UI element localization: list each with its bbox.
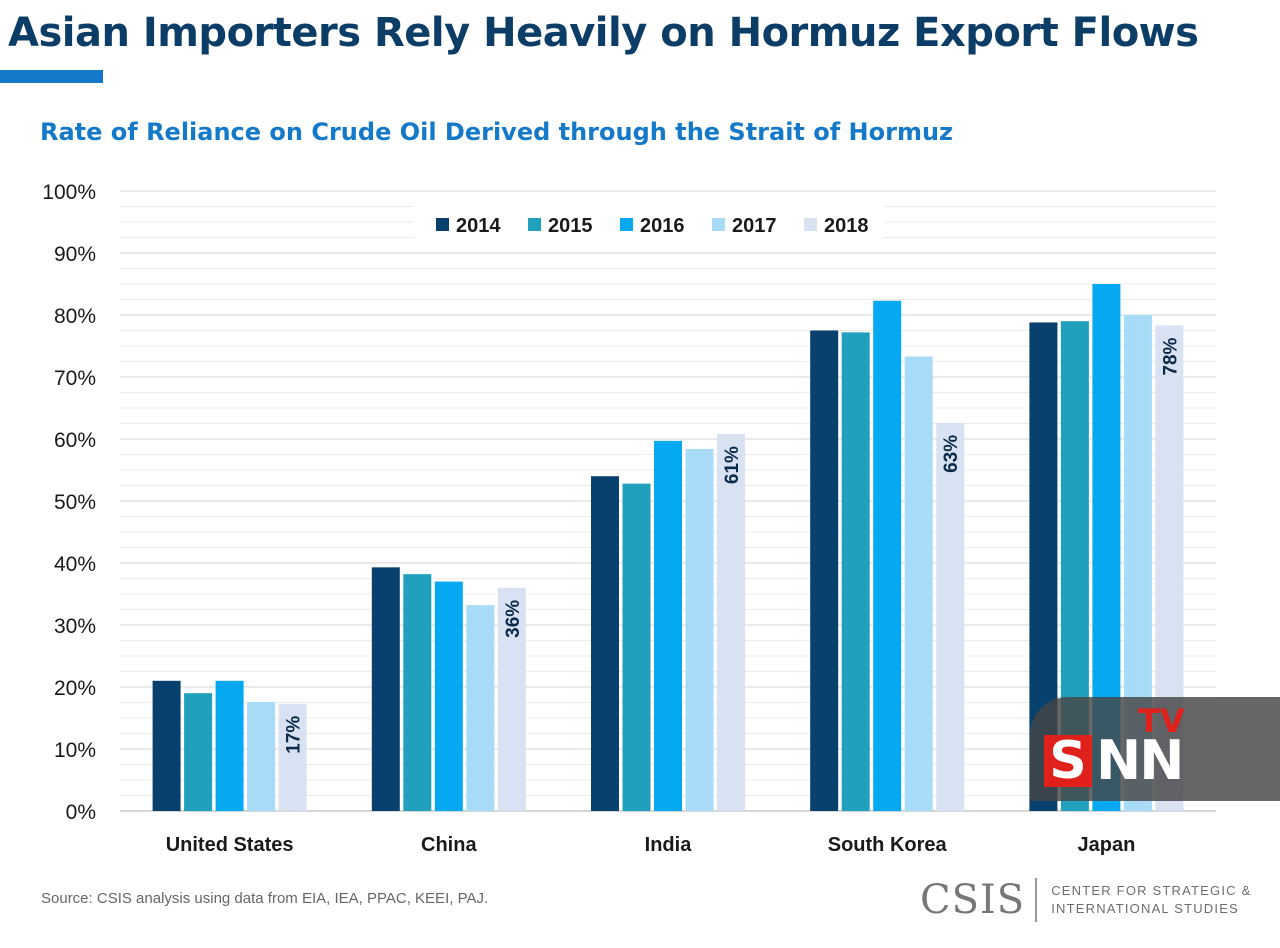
x-tick-label: United States bbox=[166, 834, 294, 856]
legend-label: 2018 bbox=[824, 215, 869, 237]
bar-united-states-2015 bbox=[184, 693, 213, 811]
bar-india-2015 bbox=[622, 483, 651, 811]
snn-logo-s: S bbox=[1044, 735, 1092, 787]
bar-united-states-2018 bbox=[278, 703, 307, 811]
bar-china-2014 bbox=[371, 567, 400, 811]
bar-china-2018 bbox=[497, 587, 526, 811]
y-tick-label: 100% bbox=[42, 181, 96, 204]
chart-subtitle: Rate of Reliance on Crude Oil Derived th… bbox=[40, 118, 954, 146]
legend-swatch bbox=[712, 218, 725, 231]
x-tick-label: China bbox=[421, 834, 477, 856]
bar-south-korea-2015 bbox=[841, 332, 870, 811]
x-tick-label: India bbox=[645, 834, 693, 856]
bar-india-2018 bbox=[717, 434, 745, 811]
legend: 2014 2015 2016 2017 2018 bbox=[414, 206, 884, 244]
data-label: 63% bbox=[941, 435, 962, 473]
bar-south-korea-2017 bbox=[904, 356, 933, 811]
data-label: 78% bbox=[1160, 337, 1181, 375]
bar-south-korea-2016 bbox=[873, 300, 902, 811]
legend-label: 2015 bbox=[548, 215, 593, 237]
bar-china-2017 bbox=[466, 605, 495, 811]
y-axis: 0% 10% 20% 30% 40% 50% 60% 70% 80% 90% 100% bbox=[42, 181, 96, 824]
source-note: Source: CSIS analysis using data from EI… bbox=[41, 890, 489, 907]
data-label: 17% bbox=[284, 716, 305, 754]
legend-label: 2014 bbox=[456, 215, 501, 237]
data-label: 36% bbox=[503, 600, 524, 638]
csis-logo-text: CENTER FOR STRATEGIC & INTERNATIONAL STU… bbox=[1051, 882, 1251, 918]
bar-united-states-2016 bbox=[215, 680, 244, 811]
legend-label: 2016 bbox=[640, 215, 685, 237]
y-tick-label: 70% bbox=[54, 367, 96, 390]
y-tick-label: 10% bbox=[54, 739, 96, 762]
bar-india-2017 bbox=[685, 448, 714, 811]
x-tick-label: Japan bbox=[1077, 834, 1135, 856]
snn-logo-tv: TV bbox=[1138, 702, 1185, 740]
legend-swatch bbox=[804, 218, 817, 231]
bar-south-korea-2018 bbox=[936, 422, 965, 811]
bar-united-states-2014 bbox=[152, 680, 181, 811]
bar-united-states-2017 bbox=[247, 701, 276, 811]
snn-logo-nn: NN bbox=[1096, 729, 1184, 792]
logo-line-2: INTERNATIONAL STUDIES bbox=[1051, 901, 1239, 916]
csis-logo-mark: CSIS bbox=[920, 877, 1026, 923]
y-tick-label: 50% bbox=[54, 491, 96, 514]
legend-swatch bbox=[620, 218, 633, 231]
y-tick-label: 90% bbox=[54, 243, 96, 266]
bar-china-2016 bbox=[434, 581, 463, 811]
data-labels: 17% 36% 61% 63% 78% bbox=[284, 337, 1182, 753]
data-label: 61% bbox=[722, 446, 743, 484]
csis-logo: CSIS CENTER FOR STRATEGIC & INTERNATIONA… bbox=[920, 876, 1251, 924]
bar-china-2015 bbox=[403, 574, 432, 811]
legend-label: 2017 bbox=[732, 215, 777, 237]
x-tick-label: South Korea bbox=[828, 834, 948, 856]
x-axis: United States China India South Korea Japan bbox=[166, 834, 1136, 856]
bar-india-2016 bbox=[654, 440, 682, 811]
y-tick-label: 20% bbox=[54, 677, 96, 700]
legend-swatch bbox=[528, 218, 541, 231]
y-tick-label: 30% bbox=[54, 615, 96, 638]
bar-south-korea-2014 bbox=[810, 330, 839, 811]
y-tick-label: 80% bbox=[54, 305, 96, 328]
logo-divider bbox=[1035, 878, 1038, 922]
page-title: Asian Importers Rely Heavily on Hormuz E… bbox=[8, 10, 1199, 56]
snn-tv-watermark: S NN TV bbox=[1030, 697, 1280, 801]
y-tick-label: 0% bbox=[66, 801, 96, 824]
legend-swatch bbox=[436, 218, 449, 231]
title-accent-bar bbox=[0, 70, 103, 83]
bar-india-2014 bbox=[591, 476, 619, 811]
y-tick-label: 40% bbox=[54, 553, 96, 576]
y-tick-label: 60% bbox=[54, 429, 96, 452]
logo-line-1: CENTER FOR STRATEGIC & bbox=[1051, 883, 1252, 898]
